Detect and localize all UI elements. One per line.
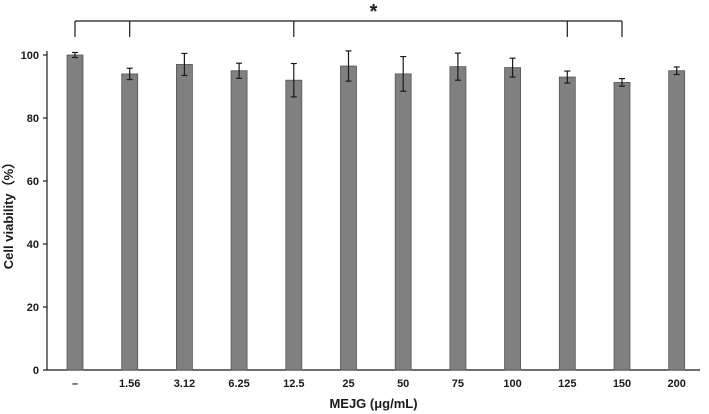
x-tick-label: 12.5 bbox=[283, 378, 304, 390]
bar bbox=[121, 73, 139, 371]
x-axis-tick-labels: – 1.56 3.12 6.25 12.5 25 50 75 100 125 150 200 bbox=[72, 378, 686, 390]
bar bbox=[285, 79, 303, 371]
bar bbox=[449, 66, 467, 371]
bar bbox=[504, 67, 522, 371]
error-bars bbox=[72, 50, 680, 98]
significance-bracket bbox=[74, 20, 623, 37]
y-tick-label: 100 bbox=[21, 50, 39, 62]
y-axis-title: Cell viability（%） bbox=[1, 156, 16, 269]
x-tick-label: 1.56 bbox=[119, 378, 140, 390]
x-tick-label: 50 bbox=[397, 378, 409, 390]
y-tick-label: 0 bbox=[33, 365, 39, 377]
significance-star: * bbox=[370, 1, 378, 23]
x-axis-title: MEJG (μg/mL) bbox=[329, 396, 417, 411]
bar bbox=[558, 76, 576, 371]
bar bbox=[668, 70, 686, 371]
x-tick-label: – bbox=[72, 378, 78, 390]
bar bbox=[66, 54, 84, 371]
x-tick-label: 150 bbox=[613, 378, 631, 390]
y-tick-label: 60 bbox=[27, 176, 39, 188]
bars bbox=[66, 54, 686, 371]
bar bbox=[230, 70, 248, 371]
x-tick-label: 100 bbox=[503, 378, 521, 390]
x-tick-label: 3.12 bbox=[174, 378, 195, 390]
x-tick-label: 6.25 bbox=[228, 378, 249, 390]
y-tick-label: 40 bbox=[27, 239, 39, 251]
bar bbox=[340, 65, 357, 371]
x-tick-label: 75 bbox=[452, 378, 464, 390]
bar bbox=[394, 73, 412, 371]
axes bbox=[46, 51, 700, 371]
y-tick-label: 80 bbox=[27, 113, 39, 125]
x-tick-label: 200 bbox=[668, 378, 686, 390]
y-tick-label: 20 bbox=[27, 302, 39, 314]
bar bbox=[613, 82, 631, 371]
x-tick-label: 125 bbox=[558, 378, 576, 390]
y-axis-ticks: 0 20 40 60 80 100 bbox=[21, 50, 47, 377]
x-tick-label: 25 bbox=[342, 378, 354, 390]
bar bbox=[175, 64, 193, 371]
